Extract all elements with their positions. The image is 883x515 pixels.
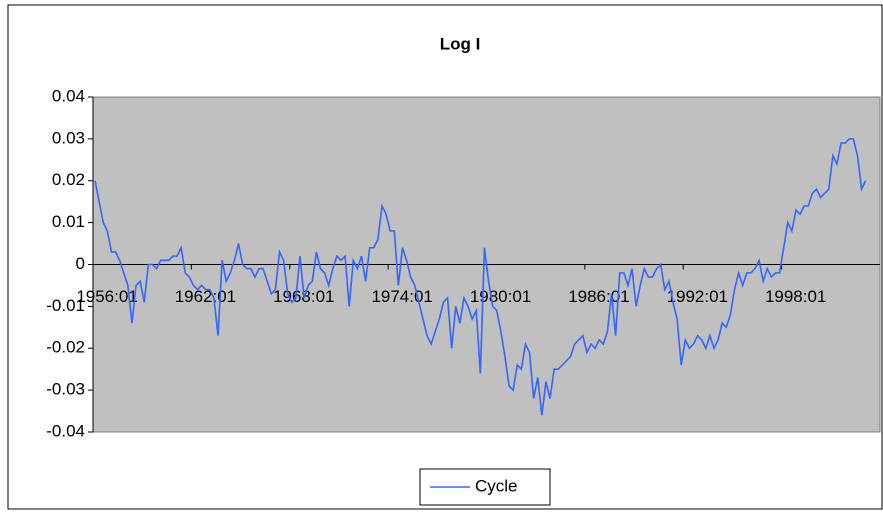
series-line [94,138,867,416]
legend-label: Cycle [475,476,518,495]
y-tick-label: 0.01 [52,212,85,231]
x-tick-label: 1980:01 [470,287,531,306]
y-tick-label: -0.01 [46,296,85,315]
y-tick-label: 0.04 [52,86,85,105]
y-tick-label: -0.04 [46,421,85,440]
y-tick-label: 0.03 [52,128,85,147]
chart-title: Log I [440,34,481,53]
y-tick-label: -0.02 [46,338,85,357]
legend-box [419,468,551,506]
x-tick-label: 1986:01 [568,287,629,306]
x-tick-label: 1956:01 [76,287,137,306]
y-tick-label: -0.03 [46,380,85,399]
x-tick-label: 1998:01 [765,287,826,306]
x-tick-label: 1992:01 [667,287,728,306]
y-tick-label: 0 [76,254,85,273]
x-tick-label: 1974:01 [371,287,432,306]
y-tick-label: 0.02 [52,170,85,189]
